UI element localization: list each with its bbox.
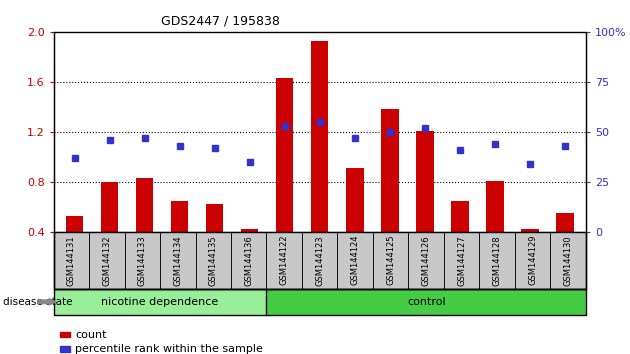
Text: GDS2447 / 195838: GDS2447 / 195838 xyxy=(161,14,280,27)
Text: GSM144135: GSM144135 xyxy=(209,235,218,286)
Text: percentile rank within the sample: percentile rank within the sample xyxy=(75,344,263,354)
Bar xyxy=(276,78,294,232)
Bar xyxy=(416,131,433,232)
Text: GSM144134: GSM144134 xyxy=(173,235,182,286)
Bar xyxy=(101,182,118,232)
Bar xyxy=(66,216,83,232)
Bar xyxy=(311,41,328,232)
Text: GSM144136: GSM144136 xyxy=(244,235,253,286)
Text: GSM144130: GSM144130 xyxy=(564,235,573,286)
Text: GSM144131: GSM144131 xyxy=(67,235,76,286)
Bar xyxy=(556,213,574,232)
Text: nicotine dependence: nicotine dependence xyxy=(101,297,219,307)
Bar xyxy=(136,178,153,232)
Text: control: control xyxy=(407,297,445,307)
Text: GSM144125: GSM144125 xyxy=(386,235,395,285)
Bar xyxy=(521,229,539,232)
Text: GSM144133: GSM144133 xyxy=(138,235,147,286)
Bar xyxy=(206,204,224,232)
Text: GSM144122: GSM144122 xyxy=(280,235,289,285)
Bar xyxy=(346,168,364,232)
Text: count: count xyxy=(75,330,106,339)
Text: GSM144128: GSM144128 xyxy=(493,235,501,286)
Bar xyxy=(451,201,469,232)
Text: GSM144126: GSM144126 xyxy=(421,235,431,286)
Bar xyxy=(486,181,503,232)
Text: GSM144127: GSM144127 xyxy=(457,235,466,286)
Text: GSM144132: GSM144132 xyxy=(102,235,112,286)
Text: GSM144124: GSM144124 xyxy=(351,235,360,285)
Text: disease state: disease state xyxy=(3,297,72,307)
Text: GSM144129: GSM144129 xyxy=(528,235,537,285)
Bar xyxy=(171,201,188,232)
Bar xyxy=(381,109,399,232)
Text: GSM144123: GSM144123 xyxy=(315,235,324,286)
Bar xyxy=(241,229,258,232)
